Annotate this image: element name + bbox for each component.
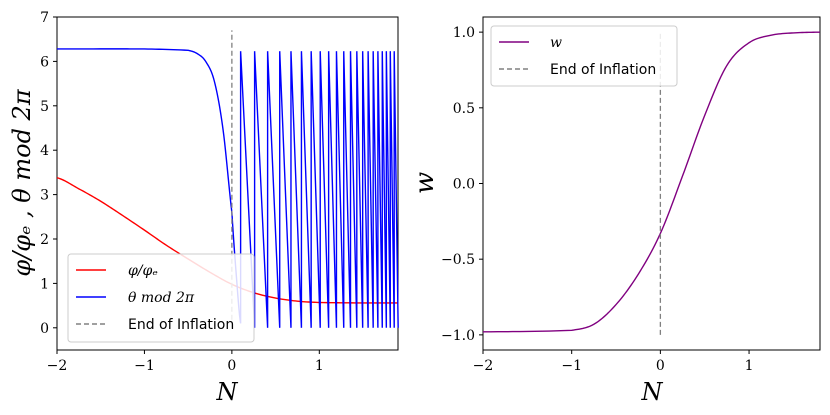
x-tick-label: 1 — [315, 358, 324, 374]
right-panel: −2 −1 0 1 −1.0 −0.5 0.0 0.5 1.0 N w w End of In… — [410, 16, 821, 406]
y-tick-label: 3 — [40, 188, 49, 204]
y-tick-label: 2 — [40, 232, 49, 248]
y-tick-label: 6 — [40, 54, 49, 70]
left-x-axis-label: N — [216, 378, 239, 406]
x-tick-label: 0 — [656, 358, 665, 374]
y-tick-label: 4 — [40, 143, 49, 159]
legend-label-theta: θ mod 2π — [128, 290, 195, 306]
x-tick-label: 0 — [227, 358, 236, 374]
series-line-1 — [56, 48, 399, 328]
y-tick-label: −1.0 — [441, 328, 475, 344]
right-y-ticks: −1.0 −0.5 0.0 0.5 1.0 — [441, 25, 483, 344]
y-tick-label: 0.0 — [453, 177, 475, 193]
left-legend: φ/φₑ θ mod 2π End of Inflation — [67, 253, 255, 343]
y-tick-label: 1.0 — [453, 25, 475, 41]
legend-label-end-inflation: End of Inflation — [128, 317, 234, 333]
right-x-ticks: −2 −1 0 1 — [473, 350, 754, 374]
legend-label-w: w — [550, 35, 562, 51]
y-tick-label: 0 — [40, 321, 49, 337]
x-tick-label: −2 — [473, 358, 494, 374]
x-tick-label: −1 — [134, 358, 155, 374]
left-y-ticks: 0 1 2 3 4 5 6 7 — [40, 10, 57, 337]
x-tick-label: 1 — [745, 358, 754, 374]
y-tick-label: −0.5 — [441, 252, 475, 268]
left-panel: −2 −1 0 1 0 1 2 3 4 5 6 7 N φ/φₑ , θ mod 2π φ/φₑ θ… — [8, 10, 399, 406]
left-y-axis-label: φ/φₑ , θ mod 2π — [8, 88, 36, 276]
y-tick-label: 7 — [40, 10, 49, 26]
right-y-axis-label: w — [410, 172, 440, 194]
y-tick-label: 5 — [40, 99, 49, 115]
y-tick-label: 0.5 — [453, 101, 475, 117]
legend-label-end-inflation-right: End of Inflation — [550, 62, 656, 78]
y-tick-label: 1 — [40, 276, 49, 292]
right-legend-box — [490, 25, 678, 87]
right-legend: w End of Inflation — [490, 25, 678, 87]
x-tick-label: −2 — [47, 358, 68, 374]
left-x-ticks: −2 −1 0 1 — [47, 350, 324, 374]
legend-label-phi: φ/φₑ — [128, 263, 158, 279]
left-legend-box — [67, 253, 255, 343]
right-x-axis-label: N — [641, 378, 664, 406]
left-plot-frame — [56, 16, 399, 351]
series-line-0 — [482, 31, 821, 333]
x-tick-label: −1 — [561, 358, 582, 374]
